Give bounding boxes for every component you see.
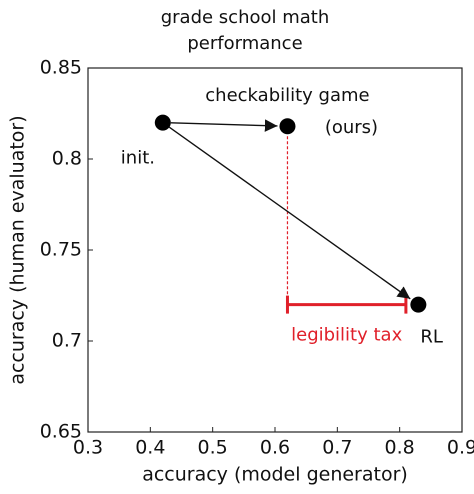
point-label: (ours)	[325, 117, 378, 138]
x-tick-label: 0.5	[198, 437, 228, 459]
chart-title: performance	[187, 33, 302, 54]
plot-frame	[87, 67, 463, 433]
x-tick-label: 0.4	[135, 437, 165, 459]
point-label: RL	[420, 327, 443, 348]
point	[279, 118, 296, 135]
y-tick-label: 0.7	[52, 330, 82, 352]
x-axis-label: accuracy (model generator)	[142, 464, 408, 486]
arrow	[168, 126, 411, 300]
y-tick-label: 0.65	[40, 421, 82, 443]
x-tick-label: 0.3	[73, 437, 103, 459]
chart-title: grade school math	[161, 7, 330, 28]
annotation-label: legibility tax	[291, 325, 402, 346]
x-tick-label: 0.8	[385, 437, 415, 459]
y-tick-label: 0.85	[40, 57, 82, 79]
y-axis-label: accuracy (human evaluator)	[7, 115, 29, 384]
x-tick-label: 0.7	[322, 437, 352, 459]
arrow	[170, 119, 278, 132]
y-tick-label: 0.8	[52, 148, 82, 170]
point-label: init.	[121, 148, 155, 169]
y-tick-label: 0.75	[40, 239, 82, 261]
point-label: checkability game	[205, 85, 369, 106]
point	[410, 296, 427, 313]
x-tick-label: 0.6	[260, 437, 290, 459]
point	[154, 114, 171, 131]
x-tick-label: 0.9	[447, 437, 474, 459]
